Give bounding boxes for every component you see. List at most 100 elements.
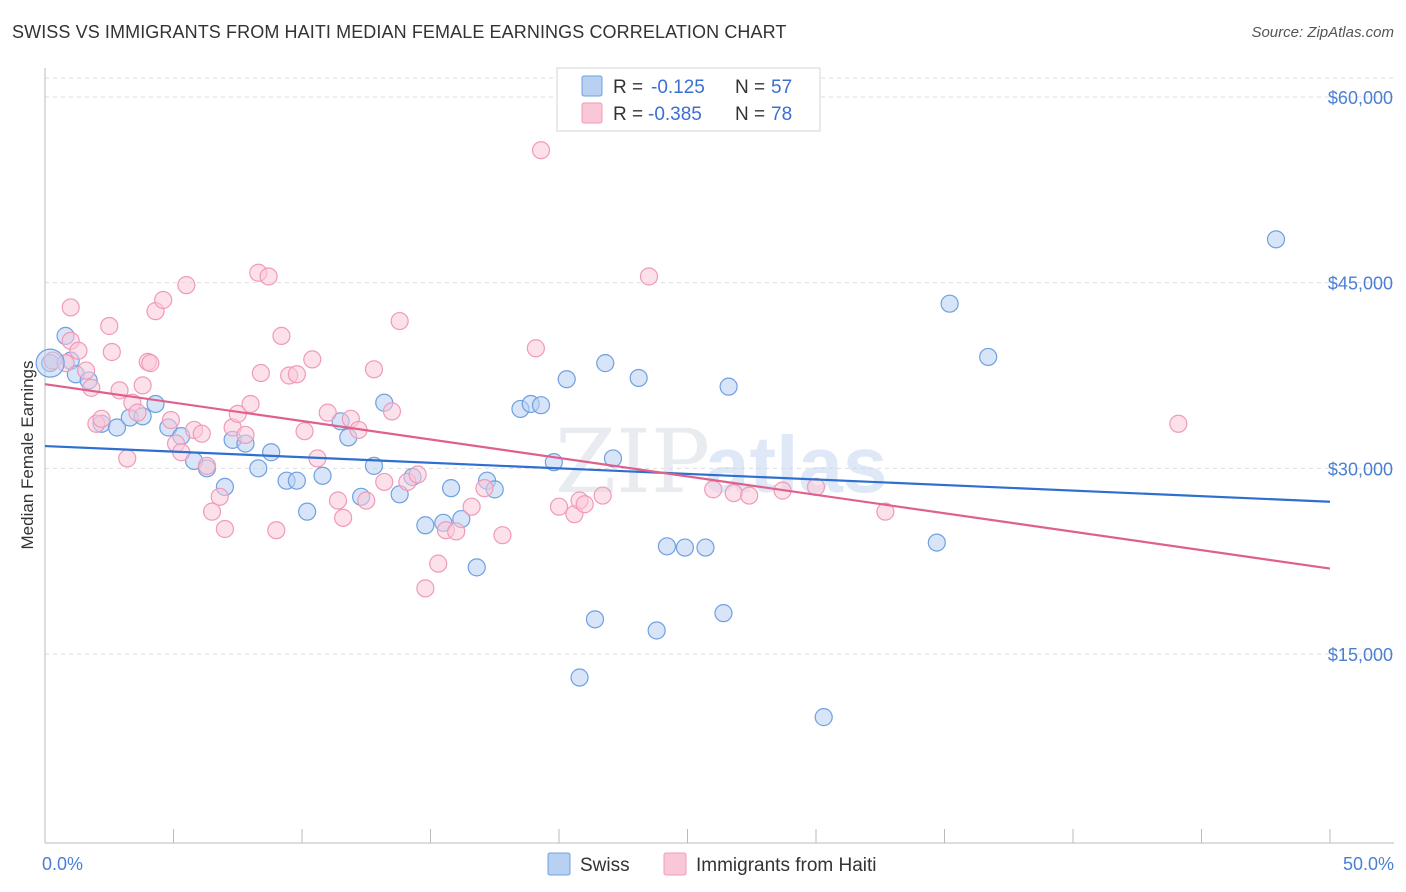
point-swiss bbox=[1266, 230, 1286, 249]
point-haiti bbox=[192, 424, 211, 443]
point-haiti bbox=[241, 394, 260, 414]
point-haiti bbox=[251, 363, 270, 383]
point-swiss bbox=[298, 502, 317, 521]
point-haiti bbox=[133, 376, 152, 395]
point-haiti bbox=[197, 456, 217, 475]
point-swiss bbox=[467, 558, 486, 577]
legend-swatch-haiti bbox=[581, 102, 603, 124]
point-swiss bbox=[719, 377, 738, 396]
legend-n-value-swiss: 57 bbox=[771, 77, 792, 98]
point-haiti bbox=[416, 579, 435, 598]
point-haiti bbox=[215, 519, 234, 539]
y-tick-label: $30,000 bbox=[1328, 459, 1393, 479]
y-tick-label: $45,000 bbox=[1328, 274, 1393, 294]
point-haiti bbox=[408, 465, 427, 484]
point-haiti bbox=[493, 526, 512, 545]
point-haiti bbox=[141, 354, 160, 373]
point-haiti bbox=[69, 341, 88, 360]
point-haiti bbox=[77, 361, 96, 380]
point-swiss bbox=[603, 449, 623, 468]
source-label: Source: ZipAtlas.com bbox=[1251, 24, 1394, 41]
series-legend: Swiss Immigrants from Haiti bbox=[547, 852, 877, 876]
point-haiti bbox=[272, 326, 291, 345]
point-haiti bbox=[382, 402, 402, 421]
point-haiti bbox=[575, 495, 594, 514]
point-haiti bbox=[390, 311, 409, 331]
legend-r-label: R = bbox=[613, 104, 643, 125]
legend-n-label: N = bbox=[735, 104, 765, 125]
point-haiti bbox=[639, 267, 659, 286]
legend-label-swiss: Swiss bbox=[580, 855, 630, 876]
point-haiti bbox=[295, 422, 314, 441]
point-haiti bbox=[154, 290, 173, 310]
point-swiss bbox=[107, 418, 127, 437]
point-swiss bbox=[657, 537, 677, 556]
point-haiti bbox=[177, 276, 196, 295]
x-tick-label: 50.0% bbox=[1343, 854, 1394, 874]
point-swiss bbox=[585, 610, 605, 629]
point-haiti bbox=[704, 480, 723, 499]
y-tick-label: $60,000 bbox=[1328, 88, 1393, 108]
point-swiss bbox=[262, 443, 281, 462]
point-swiss bbox=[313, 466, 332, 485]
point-haiti bbox=[118, 449, 137, 468]
point-swiss bbox=[249, 459, 268, 478]
legend-swatch-swiss bbox=[581, 75, 603, 97]
point-haiti bbox=[128, 403, 147, 422]
point-haiti bbox=[593, 486, 612, 505]
point-haiti bbox=[100, 316, 119, 336]
point-swiss bbox=[814, 708, 833, 727]
point-haiti bbox=[462, 497, 481, 516]
point-swiss bbox=[531, 396, 551, 415]
point-haiti bbox=[531, 141, 551, 160]
point-haiti bbox=[549, 497, 569, 516]
point-swiss bbox=[596, 354, 615, 373]
point-haiti bbox=[1169, 414, 1188, 433]
point-swiss bbox=[696, 538, 715, 557]
legend-swatch-swiss bbox=[547, 852, 571, 876]
y-axis-label: Median Female Earnings bbox=[18, 361, 37, 550]
point-swiss bbox=[146, 394, 165, 414]
point-haiti bbox=[364, 360, 384, 379]
point-swiss bbox=[629, 368, 648, 388]
trend-line-haiti bbox=[44, 383, 1331, 570]
point-swiss bbox=[675, 538, 695, 557]
legend-swatch-haiti bbox=[663, 852, 687, 876]
axes bbox=[44, 68, 1394, 844]
point-swiss bbox=[441, 479, 461, 498]
point-haiti bbox=[475, 479, 494, 498]
point-haiti bbox=[740, 486, 759, 505]
legend-r-label: R = bbox=[613, 77, 643, 98]
data-points bbox=[35, 141, 1286, 727]
trend-lines bbox=[44, 383, 1331, 570]
correlation-legend: R = -0.125 N = 57 R = -0.385 N = 78 bbox=[556, 67, 821, 132]
legend-n-label: N = bbox=[735, 77, 765, 98]
point-haiti bbox=[526, 339, 545, 358]
point-haiti bbox=[82, 378, 101, 397]
x-tick-label: 0.0% bbox=[42, 854, 83, 874]
legend-n-value-haiti: 78 bbox=[771, 104, 792, 125]
y-tick-labels: $15,000 $30,000 $45,000 $60,000 bbox=[1328, 88, 1393, 665]
point-haiti bbox=[161, 410, 181, 430]
legend-r-value-swiss: -0.125 bbox=[651, 77, 705, 98]
point-haiti bbox=[210, 487, 229, 506]
x-tick-labels: 0.0% 50.0% bbox=[42, 854, 1394, 874]
point-haiti bbox=[328, 491, 348, 510]
point-swiss bbox=[557, 370, 576, 389]
legend-label-haiti: Immigrants from Haiti bbox=[696, 855, 877, 876]
point-haiti bbox=[259, 267, 278, 286]
point-haiti bbox=[357, 491, 376, 510]
point-haiti bbox=[102, 342, 121, 362]
point-haiti bbox=[287, 365, 306, 384]
point-haiti bbox=[303, 350, 322, 369]
point-haiti bbox=[724, 483, 743, 503]
point-swiss bbox=[647, 621, 666, 640]
point-haiti bbox=[202, 502, 222, 521]
point-swiss-cluster bbox=[35, 348, 65, 378]
point-haiti bbox=[806, 477, 826, 496]
point-swiss bbox=[570, 668, 589, 687]
point-haiti bbox=[318, 403, 337, 422]
point-haiti bbox=[92, 409, 111, 428]
legend-r-value-haiti: -0.385 bbox=[648, 104, 702, 125]
